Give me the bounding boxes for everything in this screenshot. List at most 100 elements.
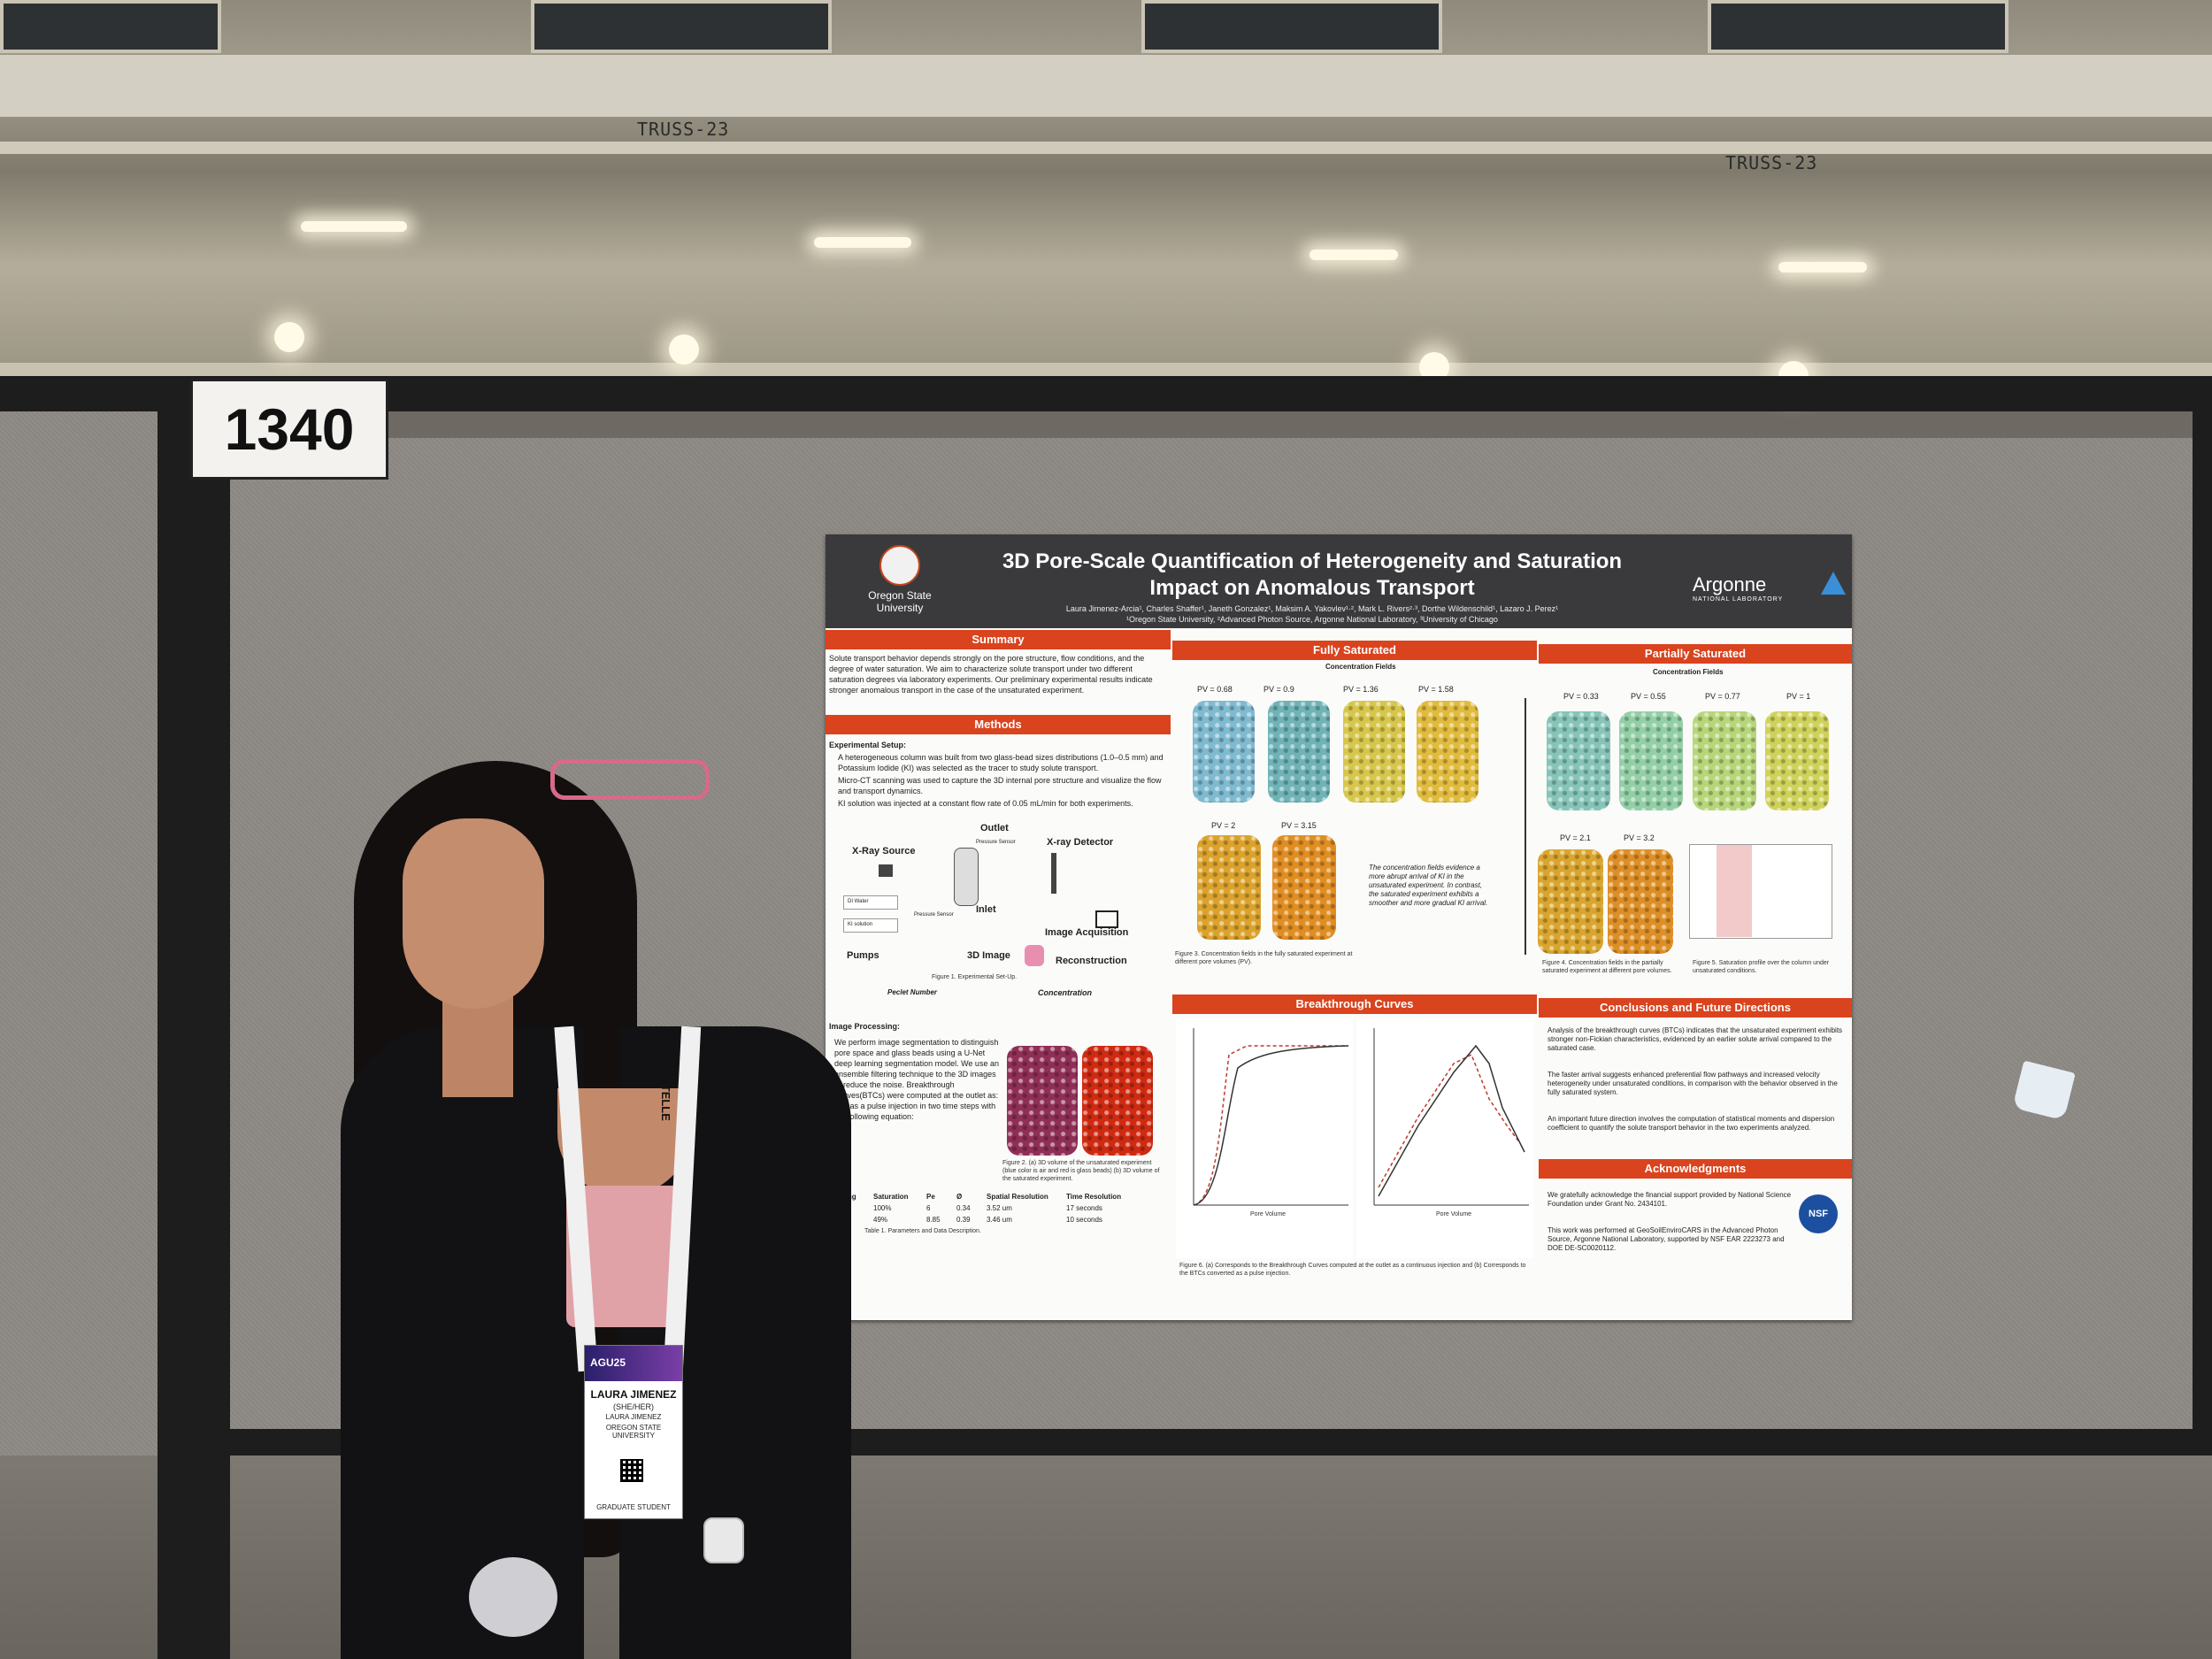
argonne-triangle-icon	[1821, 572, 1846, 595]
badge-event-banner: AGU25	[585, 1346, 682, 1381]
table-cell: 8.85	[926, 1216, 941, 1224]
table-cell: 0.34	[956, 1204, 971, 1212]
ceiling-beam	[0, 142, 2212, 154]
table-cell: 3.46 um	[987, 1216, 1012, 1224]
ceiling-light	[1778, 262, 1867, 273]
summary-text: Solute transport behavior depends strong…	[829, 654, 1153, 695]
osu-seal-icon	[879, 545, 920, 586]
concentration-render	[1547, 711, 1610, 810]
table-cell: 3.52 um	[987, 1204, 1012, 1212]
diagram-label: X-ray Detector	[1047, 837, 1114, 848]
conclusion-bullet: The faster arrival suggests enhanced pre…	[1548, 1071, 1838, 1096]
btc-plot-a-svg	[1193, 1028, 1349, 1206]
ack-text: We gratefully acknowledge the financial …	[1548, 1191, 1792, 1208]
diagram-label: Image Acquisition	[1045, 927, 1129, 938]
scrunchie	[469, 1557, 557, 1637]
osu-logo-text: Oregon State	[868, 589, 932, 602]
table-header: Spatial Resolution	[987, 1193, 1048, 1201]
setup-bullet: Micro-CT scanning was used to capture th…	[838, 776, 1162, 795]
skylight-window	[0, 0, 221, 53]
3d-image-icon	[1025, 945, 1044, 966]
ki-solution-pump: KI solution	[843, 918, 898, 933]
concentration-label: Concentration	[1038, 988, 1093, 997]
monitor-icon	[1095, 910, 1118, 928]
concentration-render	[1693, 711, 1756, 810]
figure4-caption: Figure 4. Concentration fields in the pa…	[1542, 960, 1672, 974]
presenter-jacket	[341, 1026, 584, 1659]
pv-label: PV = 0.9	[1263, 685, 1294, 694]
axis-label: Pore Volume	[1436, 1211, 1472, 1217]
name-badge: AGU25 LAURA JIMENEZ (SHE/HER) LAURA JIME…	[584, 1345, 683, 1519]
colorbar	[1525, 698, 1526, 955]
badge-pronoun: (SHE/HER)	[612, 1402, 654, 1411]
skylight-window	[1141, 0, 1442, 53]
diagram-label: Outlet	[980, 823, 1009, 833]
concentration-fields-label: Concentration Fields	[1325, 663, 1396, 671]
diagram-label: Inlet	[976, 904, 996, 915]
ceiling-light	[669, 334, 699, 365]
research-poster: Oregon State University 3D Pore-Scale Qu…	[826, 534, 1852, 1320]
diagram-label: Pumps	[847, 950, 879, 961]
table-header: Pe	[926, 1193, 935, 1201]
badge-name-small: LAURA JIMENEZ	[605, 1413, 662, 1421]
poster-title: 3D Pore-Scale Quantification of Heteroge…	[985, 549, 1640, 602]
concentration-render	[1538, 849, 1603, 954]
concentration-render	[1765, 711, 1829, 810]
concentration-render	[1343, 701, 1405, 803]
concentration-render	[1619, 711, 1683, 810]
figure2-caption: Figure 2. (a) 3D volume of the unsaturat…	[1002, 1160, 1160, 1182]
truss-label: TRUSS-23	[637, 119, 730, 140]
osu-logo: Oregon State University	[864, 545, 935, 616]
xray-source-icon	[879, 864, 893, 877]
badge-event: AGU25	[590, 1356, 626, 1369]
saturation-band	[1717, 845, 1752, 937]
table-header: Saturation	[873, 1193, 909, 1201]
ceiling-light	[301, 221, 407, 232]
conclusion-bullet: Analysis of the breakthrough curves (BTC…	[1548, 1026, 1843, 1052]
partially-saturated-heading: Partially Saturated	[1539, 644, 1852, 664]
badge-org: OREGON STATE UNIVERSITY	[605, 1424, 662, 1440]
table-header-row: Packing Saturation Pe Ø Spatial Resoluti…	[829, 1193, 1165, 1201]
fully-saturated-note: The concentration fields evidence a more…	[1369, 864, 1488, 907]
pv-label: PV = 0.33	[1563, 692, 1599, 701]
panel-post	[193, 411, 230, 1659]
osu-logo-text: University	[876, 602, 924, 614]
badge-role: GRADUATE STUDENT	[596, 1503, 671, 1511]
table-cell: 6	[926, 1204, 931, 1212]
unsaturated-volume-render	[1007, 1046, 1078, 1156]
table-cell: 17 seconds	[1066, 1204, 1102, 1212]
di-water-pump: DI Water	[843, 895, 898, 910]
pv-label: PV = 2	[1211, 821, 1236, 830]
pv-label: PV = 3.2	[1624, 833, 1655, 842]
poster-title-line: 3D Pore-Scale Quantification of Heteroge…	[1002, 549, 1623, 573]
table-row: 1 100% 6 0.34 3.52 um 17 seconds	[829, 1204, 1165, 1212]
badge-name: LAURA JIMENEZ	[590, 1388, 677, 1401]
panel-fabric	[0, 411, 159, 1455]
image-processing-heading: Image Processing:	[829, 1022, 901, 1031]
concentration-render	[1272, 835, 1336, 940]
diagram-label: Pressure Sensor	[914, 912, 954, 918]
poster-title-line: Impact on Anomalous Transport	[1149, 576, 1475, 600]
poster-authors: Laura Jimenez-Arcia¹, Charles Shaffer¹, …	[985, 603, 1640, 625]
image-processing-text: We perform image segmentation to disting…	[834, 1038, 999, 1121]
summary-heading: Summary	[826, 630, 1171, 649]
nsf-logo: NSF	[1799, 1194, 1838, 1233]
ceiling-light	[814, 237, 911, 248]
presenter-neck	[442, 991, 513, 1097]
diagram-label: DI Water	[848, 899, 869, 904]
methods-heading: Methods	[826, 715, 1171, 734]
table-row: 2 49% 8.85 0.39 3.46 um 10 seconds	[829, 1216, 1165, 1224]
conclusions-heading: Conclusions and Future Directions	[1539, 998, 1852, 1018]
xray-detector-icon	[1051, 853, 1056, 894]
table-header: Ø	[956, 1193, 963, 1201]
author-list: Laura Jimenez-Arcia¹, Charles Shaffer¹, …	[1065, 604, 1559, 613]
argonne-logo: Argonne NATIONAL LABORATORY	[1693, 573, 1783, 603]
skylight-window	[531, 0, 832, 53]
ceiling: TRUSS-23 TRUSS-23	[0, 0, 2212, 391]
conclusion-bullet: An important future direction involves t…	[1548, 1115, 1835, 1132]
saturated-volume-render	[1082, 1046, 1153, 1156]
truss-label: TRUSS-23	[1725, 152, 1818, 173]
concentration-render	[1608, 849, 1673, 954]
affiliation-list: ¹Oregon State University, ²Advanced Phot…	[1126, 615, 1498, 624]
table-cell: 49%	[873, 1216, 888, 1224]
